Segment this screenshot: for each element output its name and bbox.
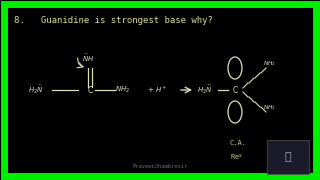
Text: $H_2\ddot{N}$: $H_2\ddot{N}$ xyxy=(197,84,212,96)
Text: $NH_2$: $NH_2$ xyxy=(263,60,276,68)
Text: Re$^s$: Re$^s$ xyxy=(230,152,243,162)
Text: $H_2\ddot{N}$: $H_2\ddot{N}$ xyxy=(28,84,44,96)
Bar xyxy=(267,140,309,174)
Text: C.A.: C.A. xyxy=(230,140,247,146)
Text: C: C xyxy=(87,86,92,94)
Text: 8.   Guanidine is strongest base why?: 8. Guanidine is strongest base why? xyxy=(14,16,213,25)
Text: C: C xyxy=(232,86,238,94)
Text: 👤: 👤 xyxy=(285,152,291,162)
Text: $NH_2$: $NH_2$ xyxy=(263,103,276,112)
Text: $NH_2$: $NH_2$ xyxy=(115,85,130,95)
Text: PraveenJhambresir: PraveenJhambresir xyxy=(132,163,188,168)
Text: $\ddot{N}H$: $\ddot{N}H$ xyxy=(82,52,94,64)
Text: $+\ H^+$: $+\ H^+$ xyxy=(147,85,167,95)
